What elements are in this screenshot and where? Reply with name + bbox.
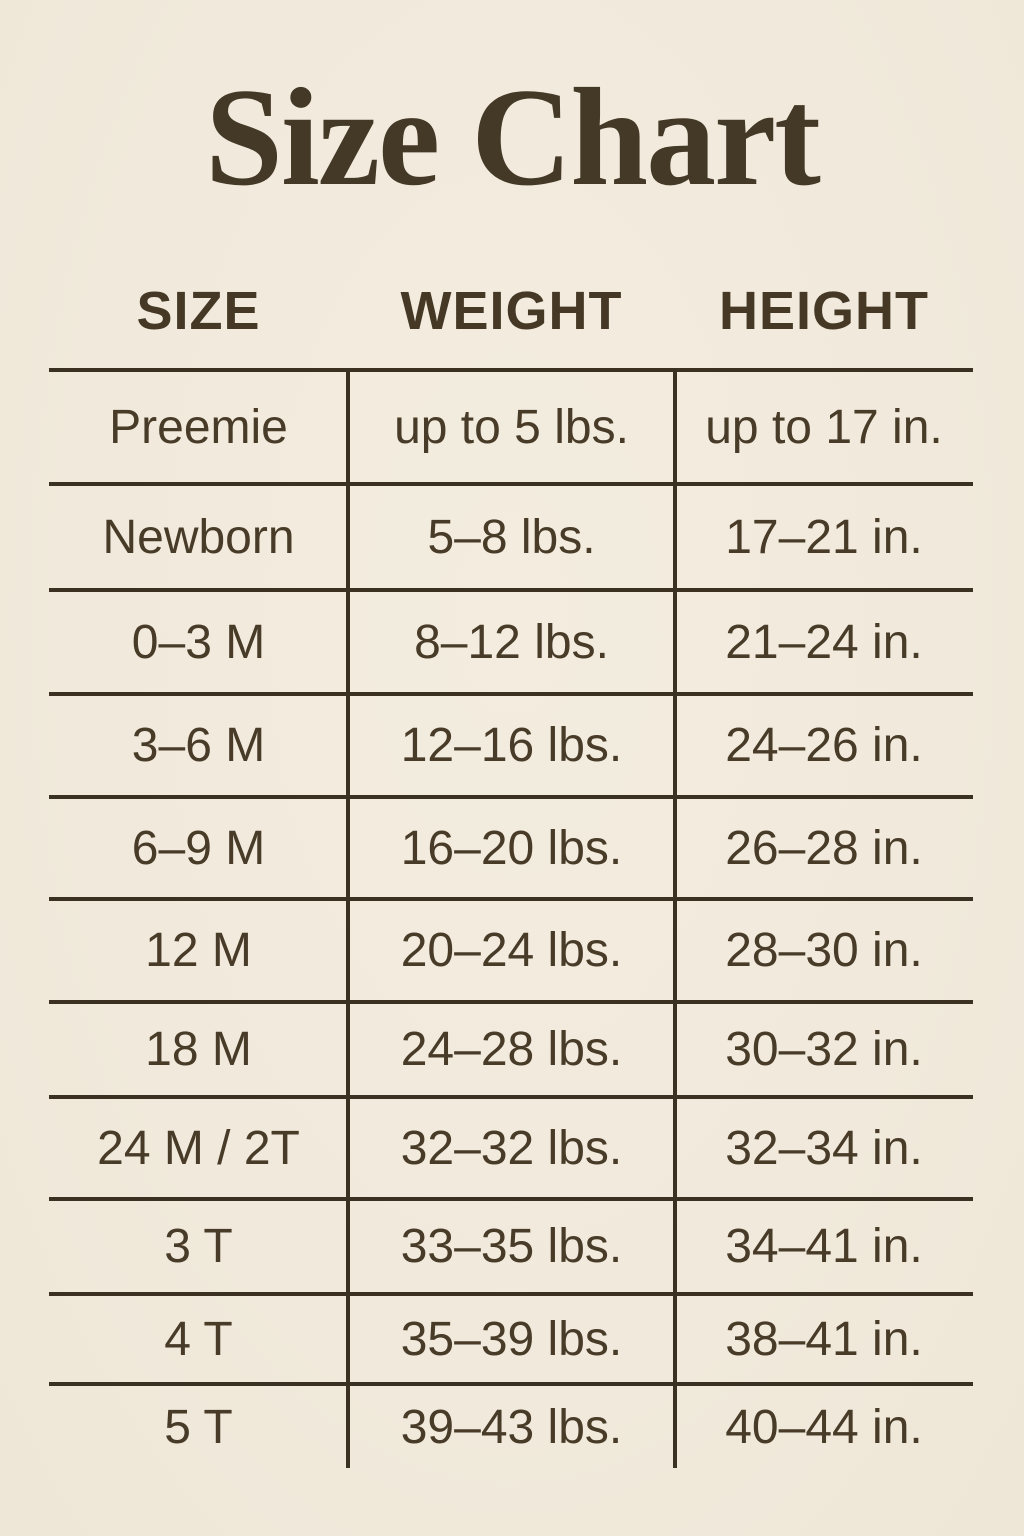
table-row: 18 M 24–28 lbs. 30–32 in. [49, 1000, 973, 1095]
height-cell: 34–41 in. [725, 1220, 923, 1273]
height-cell: 21–24 in. [725, 615, 923, 669]
weight-cell: 33–35 lbs. [400, 1220, 623, 1273]
weight-cell: 16–20 lbs. [400, 821, 623, 875]
size-cell: 3–6 M [131, 719, 266, 772]
height-cell: 28–30 in. [725, 924, 923, 977]
table-row: 0–3 M 8–12 lbs. 21–24 in. [49, 588, 973, 692]
size-cell: 12 M [145, 924, 252, 977]
height-cell: 26–28 in. [725, 821, 923, 875]
size-cell: 24 M / 2T [97, 1121, 300, 1175]
weight-cell: 39–43 lbs. [400, 1400, 623, 1454]
height-cell: 40–44 in. [725, 1400, 923, 1454]
page-title: Size Chart [205, 60, 821, 215]
size-cell: 18 M [145, 1023, 252, 1076]
table-row: Preemie up to 5 lbs. up to 17 in. [49, 368, 973, 482]
height-cell: 30–32 in. [725, 1023, 923, 1076]
weight-cell: 32–32 lbs. [400, 1121, 623, 1175]
weight-cell: 8–12 lbs. [414, 615, 609, 669]
height-cell: 32–34 in. [725, 1121, 923, 1175]
table-row: 3 T 33–35 lbs. 34–41 in. [49, 1197, 973, 1292]
size-cell: Preemie [109, 400, 288, 454]
size-cell: 5 T [164, 1400, 233, 1454]
table-header-row: SIZE WEIGHT HEIGHT [49, 254, 973, 368]
table-row: 12 M 20–24 lbs. 28–30 in. [49, 897, 973, 1000]
height-cell: 38–41 in. [725, 1312, 923, 1366]
table-row: 24 M / 2T 32–32 lbs. 32–34 in. [49, 1095, 973, 1197]
size-chart-table: SIZE WEIGHT HEIGHT Preemie up to 5 lbs. … [49, 254, 973, 1468]
table-row: Newborn 5–8 lbs. 17–21 in. [49, 482, 973, 588]
header-weight: WEIGHT [400, 281, 623, 341]
size-cell: 3 T [164, 1220, 233, 1273]
table-body: Preemie up to 5 lbs. up to 17 in. Newbor… [49, 368, 973, 1468]
weight-cell: 5–8 lbs. [427, 510, 596, 564]
height-cell: up to 17 in. [705, 400, 943, 454]
size-cell: 6–9 M [131, 821, 266, 875]
table-row: 6–9 M 16–20 lbs. 26–28 in. [49, 795, 973, 897]
height-cell: 24–26 in. [725, 719, 923, 772]
table-row: 5 T 39–43 lbs. 40–44 in. [49, 1382, 973, 1468]
weight-cell: 12–16 lbs. [400, 719, 623, 772]
size-cell: 0–3 M [131, 615, 266, 669]
header-height: HEIGHT [718, 281, 929, 341]
weight-cell: 24–28 lbs. [400, 1023, 623, 1076]
table-row: 3–6 M 12–16 lbs. 24–26 in. [49, 692, 973, 795]
size-cell: 4 T [164, 1312, 233, 1366]
table-row: 4 T 35–39 lbs. 38–41 in. [49, 1292, 973, 1382]
size-cell: Newborn [102, 510, 295, 564]
height-cell: 17–21 in. [725, 510, 923, 564]
weight-cell: 20–24 lbs. [400, 924, 623, 977]
weight-cell: up to 5 lbs. [394, 400, 629, 454]
weight-cell: 35–39 lbs. [400, 1312, 623, 1366]
header-size: SIZE [136, 281, 261, 341]
